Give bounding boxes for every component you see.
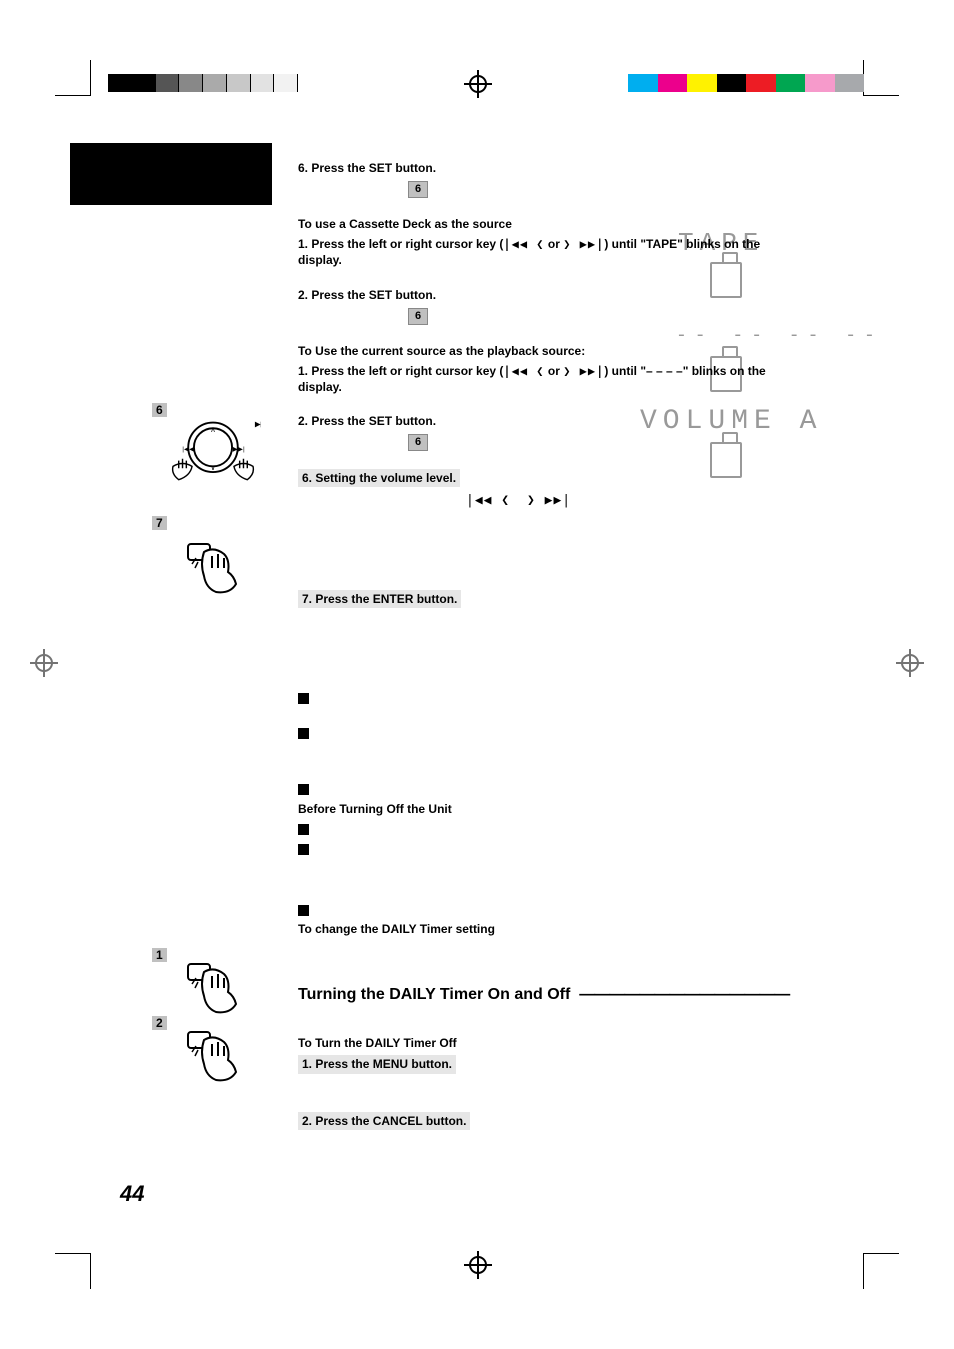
cursor-left-glyph: |◀◀ ❮ [466, 493, 510, 508]
hand-press-icon [184, 960, 244, 1020]
svg-text:∨: ∨ [210, 463, 216, 472]
svg-text:▶▶|: ▶▶| [233, 446, 245, 453]
crop-mark-tr [863, 60, 899, 96]
svg-text:|◀◀: |◀◀ [182, 446, 195, 453]
body-text-column: 6. Press the SET button. 6 To use a Cass… [298, 160, 798, 1134]
step-6b-title: 6. Setting the volume level. [302, 471, 456, 485]
margin-step-1: 1 [152, 948, 167, 962]
step-box: 6 [408, 181, 428, 198]
page-number: 44 [120, 1181, 144, 1207]
svg-text:▶▶: ▶▶ [255, 419, 261, 428]
step-7-title: 7. Press the ENTER button. [302, 592, 457, 606]
bullet-icon [298, 844, 309, 855]
turn-off-heading: To Turn the DAILY Timer Off [298, 1035, 798, 1051]
step-box: 6 [408, 308, 428, 325]
section-heading: Turning the DAILY Timer On and Off —————… [298, 984, 798, 1006]
crop-mark-tl [55, 60, 91, 96]
change-timer-heading: To change the DAILY Timer setting [298, 921, 798, 937]
off-step-2: 2. Press the CANCEL button. [302, 1114, 466, 1128]
off-step-1: 1. Press the MENU button. [302, 1057, 452, 1071]
current-source-heading: To Use the current source as the playbac… [298, 343, 798, 359]
thumb-tab-block [70, 143, 272, 205]
margin-step-2: 2 [152, 1016, 167, 1030]
step-box: 6 [408, 434, 428, 451]
registration-mark-left [30, 649, 58, 677]
registration-mark-top [464, 70, 492, 98]
bullet-icon [298, 693, 309, 704]
current-step-1: 1. Press the left or right cursor key (|… [298, 363, 798, 395]
cursor-right-glyph: ❯ ▶▶| [563, 237, 604, 251]
current-step-2: 2. Press the SET button. [298, 414, 436, 428]
registration-mark-right [896, 649, 924, 677]
grayscale-calibration-strip [108, 74, 298, 92]
registration-mark-bottom [464, 1251, 492, 1279]
bullet-icon [298, 784, 309, 795]
hand-press-icon [184, 1028, 244, 1088]
jog-dial-illustration: ∧ ∨ |◀◀ ▶▶| ▶▶ [165, 413, 261, 493]
before-off-heading: Before Turning Off the Unit [298, 801, 798, 817]
svg-text:∧: ∧ [210, 425, 216, 434]
cassette-heading: To use a Cassette Deck as the source [298, 216, 798, 232]
crop-mark-bl [55, 1253, 91, 1289]
crop-mark-br [863, 1253, 899, 1289]
margin-step-7: 7 [152, 516, 167, 530]
bullet-icon [298, 824, 309, 835]
bullet-icon [298, 728, 309, 739]
step-6a-title: 6. Press the SET button. [298, 161, 436, 175]
color-calibration-strip [628, 74, 864, 92]
cassette-step-1: 1. Press the left or right cursor key (|… [298, 236, 798, 268]
bullet-icon [298, 905, 309, 916]
cassette-step-2: 2. Press the SET button. [298, 288, 436, 302]
hand-press-icon [184, 540, 244, 600]
cursor-right-glyph: ❯ ▶▶| [527, 493, 571, 508]
cursor-left-glyph: |◀◀ ❮ [503, 237, 544, 251]
